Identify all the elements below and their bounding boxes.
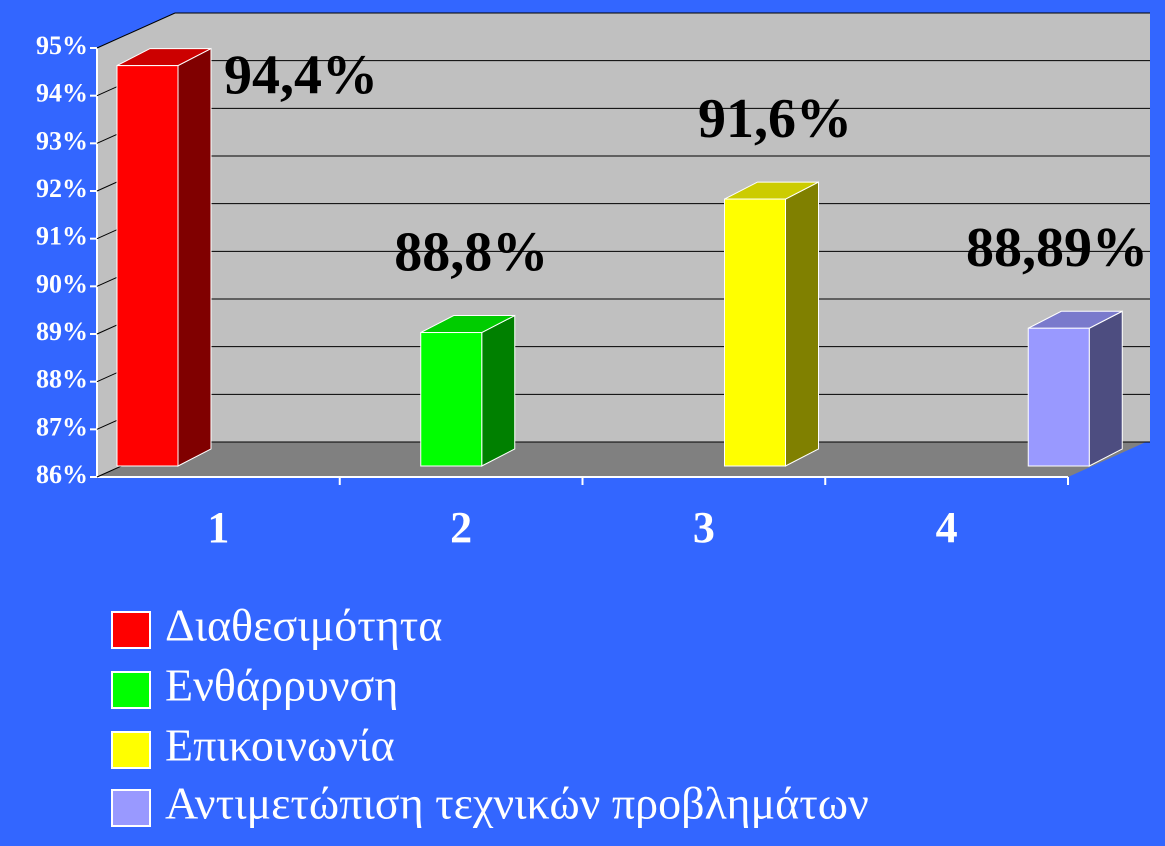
y-tick-label: 87%: [36, 412, 88, 441]
legend-swatch: [111, 611, 151, 649]
bar: [1027, 327, 1090, 467]
y-tick-label: 86%: [36, 460, 88, 489]
bar-side: [1088, 310, 1123, 467]
value-label: 94,4%: [224, 44, 378, 106]
legend-swatch: [111, 789, 151, 827]
y-tick-label: 93%: [36, 126, 88, 155]
value-label: 88,89%: [966, 217, 1148, 279]
y-tick-label: 92%: [36, 174, 88, 203]
x-tick-label: 3: [693, 503, 715, 552]
back-wall: [175, 13, 1150, 442]
x-tick-label: 2: [450, 503, 472, 552]
y-tick-label: 88%: [36, 365, 88, 394]
bar: [116, 65, 179, 467]
bar: [420, 332, 483, 467]
value-label: 91,6%: [698, 88, 852, 150]
value-label: 88,8%: [394, 221, 548, 283]
y-tick-label: 89%: [36, 317, 88, 346]
bar-side: [481, 314, 516, 467]
x-tick-label: 1: [207, 503, 229, 552]
floor: [97, 442, 1146, 477]
legend: Διαθεσιμότητα Ενθάρρυνση Επικοινωνία Αντ…: [111, 600, 869, 829]
y-tick-label: 95%: [36, 31, 88, 60]
legend-swatch: [111, 731, 151, 769]
x-tick-label: 4: [936, 503, 958, 552]
legend-label: Αντιμετώπιση τεχνικών προβλημάτων: [165, 778, 869, 829]
bar-side: [785, 181, 819, 467]
legend-label: Επικοινωνία: [165, 720, 395, 771]
y-tick-label: 94%: [36, 79, 88, 108]
y-tick-label: 91%: [36, 222, 88, 251]
legend-swatch: [111, 671, 151, 709]
y-tick-label: 90%: [36, 269, 88, 298]
bar-side: [177, 47, 212, 467]
bar: [724, 198, 786, 467]
grid-line: [96, 12, 176, 49]
legend-label: Ενθάρρυνση: [165, 660, 398, 711]
legend-label: Διαθεσιμότητα: [165, 600, 442, 651]
